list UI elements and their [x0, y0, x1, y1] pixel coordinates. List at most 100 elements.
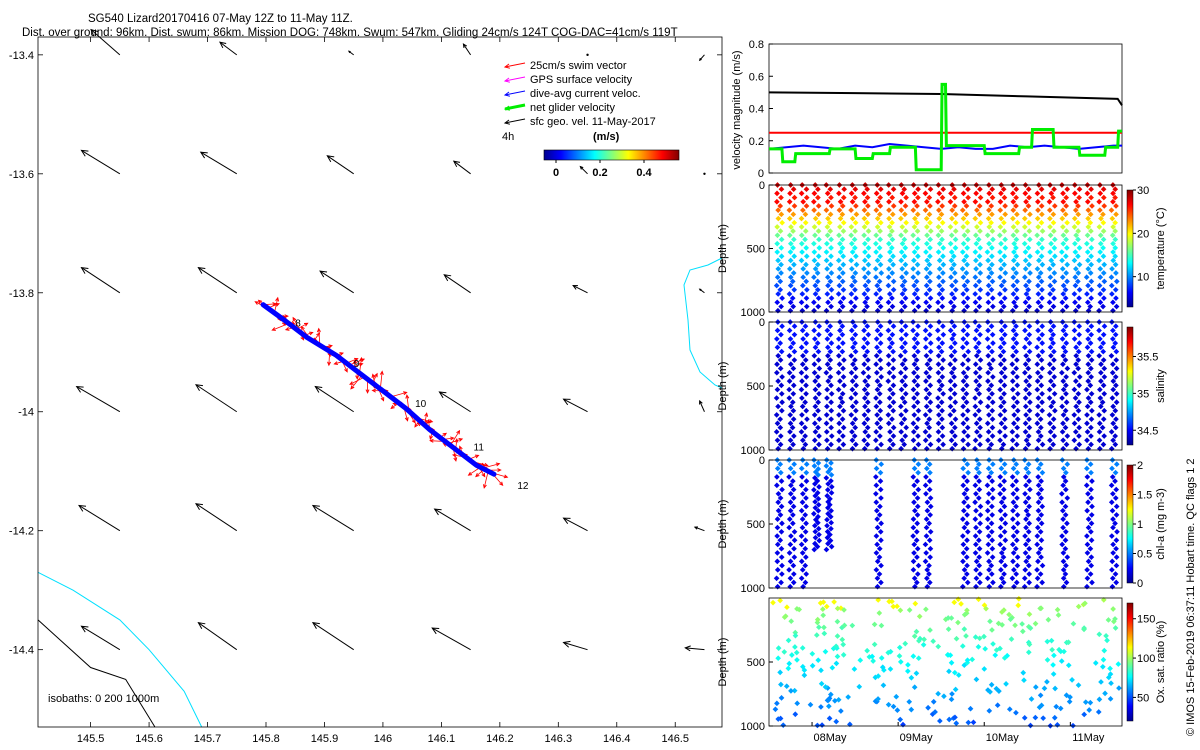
temp-point — [803, 303, 810, 310]
temp-point — [1097, 232, 1104, 239]
temp-point — [852, 286, 858, 293]
temp-point — [988, 270, 995, 276]
map-x-tick-label: 145.7 — [194, 733, 222, 745]
chl-point — [877, 478, 884, 484]
oxy-point — [908, 674, 915, 681]
temp-point — [800, 265, 806, 272]
oxy-point — [1057, 705, 1064, 712]
oxy-point — [1092, 660, 1099, 666]
temp-point — [1001, 228, 1008, 234]
chl-point — [960, 550, 967, 556]
temp-point — [873, 207, 880, 213]
sal-point — [902, 382, 909, 389]
temp-point — [853, 253, 859, 260]
temp-point — [849, 282, 855, 289]
temp-point — [1110, 307, 1116, 314]
sal-point — [947, 412, 954, 418]
sal-point — [1096, 437, 1103, 444]
sal-point — [984, 336, 991, 342]
chl-point — [998, 575, 1005, 582]
temp-point — [1112, 186, 1119, 193]
temp-point — [1013, 303, 1019, 310]
chl-point — [774, 541, 781, 548]
chl-point — [973, 541, 979, 548]
oxy-point — [906, 698, 913, 705]
temp-point — [836, 265, 843, 272]
sal-point — [910, 437, 917, 444]
oxy-point — [952, 686, 959, 693]
temp-point — [774, 224, 781, 230]
sal-point — [1108, 352, 1115, 359]
sal-point — [960, 420, 967, 427]
sal-point — [1110, 420, 1117, 427]
temp-point — [848, 291, 855, 297]
sal-point — [877, 407, 884, 414]
sal-point — [897, 403, 904, 410]
chl-point — [1084, 583, 1090, 590]
temp-point — [864, 303, 870, 310]
sal-point — [1051, 357, 1057, 363]
sfc-velocity-arrow — [579, 166, 588, 175]
temp-point — [1084, 240, 1090, 247]
sal-point — [998, 327, 1005, 334]
temp-point — [1064, 278, 1070, 285]
oxy-point — [932, 709, 938, 715]
chl-point — [923, 465, 930, 472]
sfc-velocity-arrow — [319, 270, 354, 294]
oxy-point — [1041, 685, 1048, 692]
chl-point — [787, 583, 794, 590]
chl-point — [926, 478, 933, 484]
temp-point — [1051, 236, 1058, 243]
section-colorbar-tick-label: 35 — [1137, 388, 1149, 400]
temp-point — [1013, 270, 1019, 276]
temp-point — [839, 203, 846, 209]
chl-point — [985, 465, 992, 472]
oxy-point — [838, 708, 844, 714]
temp-point — [804, 270, 810, 276]
temp-point — [936, 207, 942, 213]
sfc-velocity-arrow-head — [311, 504, 320, 512]
temp-point — [926, 286, 933, 293]
sal-point — [1088, 348, 1095, 355]
chl-point — [791, 461, 797, 468]
temp-point — [1097, 190, 1104, 197]
sal-point — [926, 331, 933, 338]
oxy-point — [935, 643, 942, 650]
oxy-point — [820, 599, 827, 606]
sal-point — [985, 327, 991, 334]
oxy-point — [987, 618, 993, 625]
sal-point — [949, 445, 956, 452]
chl-point — [815, 495, 822, 502]
chl-point — [779, 520, 785, 527]
section-y-tick-label: 500 — [747, 657, 765, 669]
chl-point — [774, 550, 781, 556]
sal-point — [1085, 352, 1092, 359]
temp-point — [901, 303, 908, 310]
sal-point — [1023, 412, 1029, 418]
oxy-point — [937, 718, 943, 724]
oxy-point — [845, 694, 851, 700]
oxy-point — [870, 658, 876, 664]
temp-point — [790, 211, 797, 218]
temp-point — [915, 270, 921, 276]
sal-point — [878, 441, 884, 448]
section-colorbar-tick-label: 50 — [1137, 692, 1149, 704]
sal-point — [827, 331, 834, 338]
temp-point — [802, 219, 809, 226]
chl-point — [910, 474, 917, 480]
chl-point — [774, 465, 781, 472]
temp-point — [802, 236, 808, 243]
chl-point — [927, 579, 933, 586]
temp-point — [1046, 299, 1053, 306]
temp-point — [775, 257, 781, 264]
chl-point — [989, 554, 996, 560]
oxy-point — [990, 641, 996, 647]
chl-point — [961, 474, 967, 480]
temp-point — [1108, 207, 1115, 213]
chl-point — [1038, 537, 1045, 544]
temp-point — [989, 253, 995, 260]
chl-point — [1109, 465, 1115, 472]
temp-point — [787, 282, 794, 289]
chl-point — [984, 550, 991, 556]
chl-point — [778, 554, 785, 560]
